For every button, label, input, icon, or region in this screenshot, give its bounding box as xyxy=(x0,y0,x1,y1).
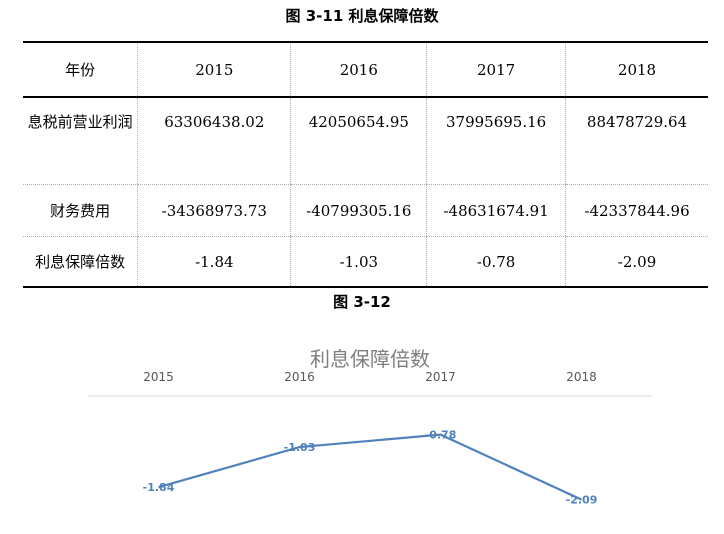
table-cell: 63306438.02 xyxy=(137,97,291,185)
category-tick-label: 2016 xyxy=(284,370,315,384)
table-caption: 图 3-11 利息保障倍数 xyxy=(285,7,439,25)
header-cell-2016: 2016 xyxy=(290,42,427,98)
header-cell-2018: 2018 xyxy=(565,42,708,98)
table-header-row: 年份 2015 2016 2017 2018 xyxy=(23,42,708,98)
header-cell-year: 年份 xyxy=(23,42,138,98)
data-label: -2.09 xyxy=(566,494,598,507)
table-cell: 88478729.64 xyxy=(565,97,708,185)
chart-title: 利息保障倍数 xyxy=(310,347,430,371)
interest-coverage-chart: 利息保障倍数 2015 2016 2017 2018 -1.84-1.03-0.78-… xyxy=(88,347,652,507)
data-label: -0.78 xyxy=(425,429,457,442)
row-label-interest-coverage: 利息保障倍数 xyxy=(35,253,126,271)
category-tick-label: 2018 xyxy=(566,370,597,384)
chart-caption: 图 3-12 xyxy=(333,293,391,311)
row-label-ebit: 息税前营业利润 xyxy=(23,97,138,185)
header-cell-2015: 2015 xyxy=(137,42,291,98)
table-cell: 37995695.16 xyxy=(426,97,566,185)
table-cell: -1.03 xyxy=(290,236,427,287)
table-cell: -40799305.16 xyxy=(290,184,427,237)
category-tick-label: 2017 xyxy=(425,370,456,384)
data-label: -1.84 xyxy=(143,481,175,494)
data-labels: -1.84 -1.03 -0.78 -2.09 xyxy=(143,429,598,507)
category-tick-label: 2015 xyxy=(143,370,174,384)
table-row-ebit: 息税前营业利润 63306438.02 42050654.95 37995695… xyxy=(23,97,708,185)
interest-coverage-table: 年份 2015 2016 2017 2018 息税前营业利润 63306438.… xyxy=(23,41,708,288)
table-row-financial-expense: 财务费用 -34368973.73 -40799305.16 -48631674… xyxy=(23,184,708,237)
data-label: -1.03 xyxy=(284,441,316,454)
table-cell: -42337844.96 xyxy=(565,184,708,237)
table-cell: -2.09 xyxy=(565,236,708,287)
table-cell: -1.84 xyxy=(137,236,291,287)
category-ticks: 2015 2016 2017 2018 xyxy=(143,370,597,384)
table-cell: -34368973.73 xyxy=(137,184,291,237)
table-cell: -48631674.91 xyxy=(426,184,566,237)
header-cell-2017: 2017 xyxy=(426,42,566,98)
table-cell: 42050654.95 xyxy=(290,97,427,185)
series-line xyxy=(158,433,582,501)
table-cell: -0.78 xyxy=(426,236,566,287)
row-label-financial-expense: 财务费用 xyxy=(23,184,138,237)
table-row-interest-coverage: 利息保障倍数 -1.84 -1.03 -0.78 -2.09 xyxy=(23,236,708,287)
